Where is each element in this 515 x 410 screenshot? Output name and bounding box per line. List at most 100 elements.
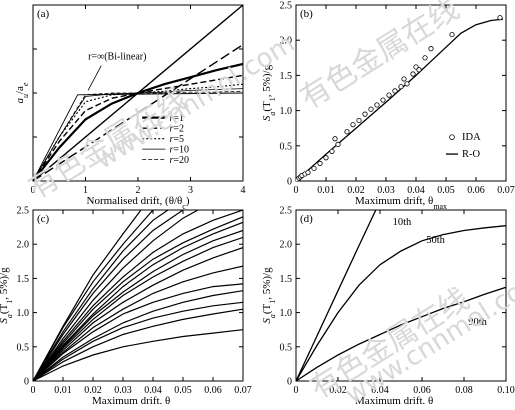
panel-label-part: (a) [37,8,50,20]
panel-c: 0 0.01 0.02 0.03 0.04 0.05 0.06 0.07 0 0.5 1.0 1.5 2… [0,206,252,405]
x-axis-label: Maximum drift, θmax [355,395,447,404]
x-axis-label-part: Maximum drift, θ [355,395,433,404]
y-axis-label-part: /a [14,86,26,94]
ida-curve-11 [33,265,243,381]
y-tick-label-part: 1.5 [280,274,293,285]
x-tick-label-part: 0.02 [84,385,102,396]
y-tick-label: 2.5 [17,206,30,217]
legend-label-part: =20 [173,155,189,166]
y-axis-label-part: a [268,112,277,116]
x-tick-label: 0.08 [455,385,473,396]
x-axis-label-part: c [182,202,186,211]
ida-curve-6 [33,216,243,381]
y-tick-label: 0.5 [280,141,293,152]
legend-label-part: r [170,145,174,156]
series-line-r20 [33,90,243,181]
ida-curve-1 [33,210,154,381]
y-tick-label-part: 0 [287,177,292,188]
y-axis-label-part: 1 [5,300,14,304]
y-tick-label-part: 0.5 [17,342,30,353]
x-tick-label-part: 0 [294,185,299,196]
legend-marker-ida [449,134,455,140]
ida-point [356,117,362,124]
x-tick-label: 0.03 [377,185,395,196]
ida-point [332,136,338,142]
ida-curve-5 [33,210,243,381]
ida-point [398,84,404,90]
x-tick-label: 0.07 [234,385,252,396]
x-tick-label-part: 0.07 [497,185,515,196]
ida-point [392,88,398,94]
y-axis-label: au/ae [14,82,30,103]
ida-point [344,129,350,135]
ida-curve-12 [33,283,243,381]
y-axis-label-part: S [0,318,10,324]
x-axis-label-part: ) [186,195,190,207]
ida-point [449,31,455,38]
ida-point [311,165,317,171]
legend-label: r=1 [170,113,185,124]
x-tick-label-part: 0 [31,185,36,196]
y-tick-label-part: 2.0 [17,240,30,251]
plot-area [33,210,243,381]
y-axis-label-part: (T [0,303,10,314]
y-tick-label: 0 [287,377,292,388]
ida-point [350,122,356,128]
x-tick-label-part: 2 [136,185,141,196]
plot-frame [32,209,244,382]
y-axis-label-part: a [14,97,26,103]
x-axis-label-part: Normalised drift, (θ/θ [87,195,183,207]
y-tick-label: 2.0 [280,240,293,251]
ida-curve-2 [33,210,169,381]
y-axis-label: Sa(T1, 5%)/g [261,64,277,121]
ida-point [428,46,434,52]
x-tick-label: 0.02 [329,385,347,396]
x-axis-label: Normalised drift, (θ/θc) [87,195,190,211]
label-90th-part: 90th [468,317,487,328]
panel-label-part: (c) [37,213,50,225]
ida-point [404,81,410,87]
legend-label-part: =1 [173,113,184,124]
x-tick-label: 0.01 [54,385,72,396]
ida-curve-8 [33,229,243,381]
ida-point [380,97,386,103]
x-tick-label-part: 0.01 [54,385,72,396]
y-axis-label-part: , 5%)/g [261,64,273,97]
ida-point [374,102,380,108]
label-10th: 10th [393,217,412,228]
ida-curve-9 [33,236,243,381]
y-axis-label: Sa(T1, 5%)/g [261,267,277,324]
ida-point [329,148,335,155]
ida-point [386,92,392,98]
y-tick-label: 0 [287,177,292,188]
panel-label-part: (d) [300,213,313,225]
panel-label: (d) [300,213,313,225]
x-tick-label-part: 0.03 [377,185,395,196]
x-tick-label: 0.04 [371,385,389,396]
percentile-line-90th [296,286,506,381]
label-90th: 90th [468,317,487,328]
legend-label-part: =5 [173,134,184,145]
x-tick-label-part: 0.06 [204,385,222,396]
y-tick-label-part: 0 [24,377,29,388]
ida-curve-4 [33,210,199,381]
legend-label: r=2 [170,124,185,135]
x-tick-label: 0.05 [437,185,455,196]
y-tick-label-part: 2.5 [280,206,293,217]
panel-d: 0 0.02 0.04 0.06 0.08 0.10 0 0.5 1.0 1.5 2.0 2.5 (d)… [261,206,515,405]
percentile-line-50th [296,225,506,381]
legend-label-ida-part: IDA [462,132,481,143]
legend-label-ro-part: R-O [462,149,481,160]
x-tick-label: 0 [31,185,36,196]
legend-label-part: r [170,155,174,166]
x-tick-label: 0.01 [317,185,335,196]
x-tick-label-part: 0.08 [455,385,473,396]
x-tick-label: 2 [136,185,141,196]
ida-point [335,141,341,147]
reference-line-2 [33,92,243,181]
x-tick-label-part: 0.02 [329,385,347,396]
annotation-bilinear-part: r=∞(Bi-linear) [88,52,146,63]
ida-point [317,160,323,166]
panel-label-part: (b) [300,8,313,20]
